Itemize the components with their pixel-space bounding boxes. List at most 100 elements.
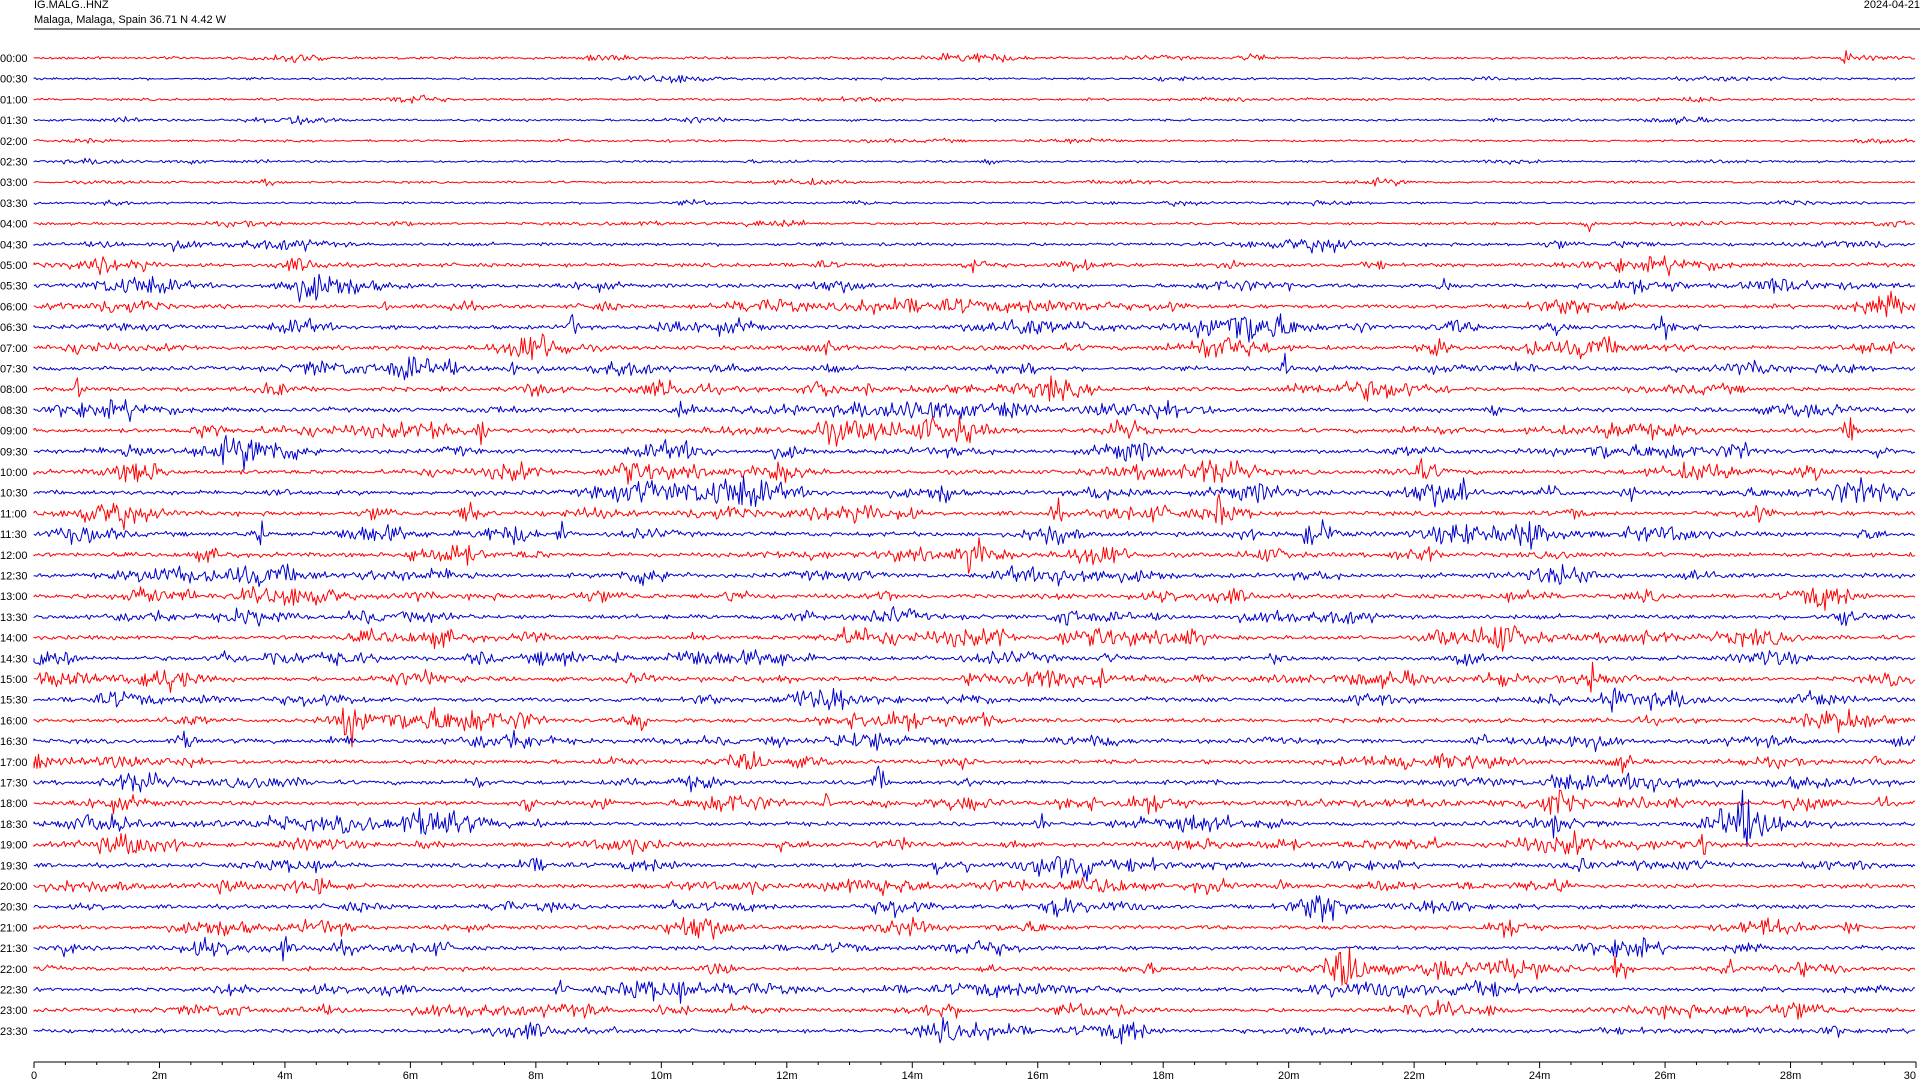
- trace-line: [33, 999, 1916, 1020]
- row-label: 13:00: [0, 591, 28, 603]
- trace-line: [33, 1016, 1916, 1045]
- x-tick-label: 28m: [1780, 1070, 1801, 1080]
- row-label: 05:00: [0, 260, 28, 272]
- trace-rows: 00:00 00:30 01:00 01:30 02:00 02:30 03:00 03:30…: [0, 50, 1916, 1045]
- trace-line: [33, 50, 1916, 64]
- trace-line: [33, 537, 1916, 574]
- row-label: 04:30: [0, 239, 28, 251]
- x-tick-label: 10m: [651, 1070, 672, 1080]
- row-label: 04:00: [0, 219, 28, 231]
- row-label: 15:30: [0, 695, 28, 707]
- trace-line: [33, 877, 1916, 896]
- row-label: 02:30: [0, 157, 28, 169]
- row-label: 06:00: [0, 301, 28, 313]
- trace-line: [33, 729, 1916, 753]
- trace-line: [33, 751, 1916, 774]
- trace-line: [33, 399, 1916, 423]
- x-tick-label: 4m: [277, 1070, 292, 1080]
- row-label: 23:30: [0, 1026, 28, 1038]
- row-label: 21:30: [0, 943, 28, 955]
- row-label: 00:30: [0, 74, 28, 86]
- row-label: 12:30: [0, 571, 28, 583]
- row-label: 17:00: [0, 757, 28, 769]
- row-label: 18:30: [0, 819, 28, 831]
- trace-line: [33, 177, 1916, 187]
- row-label: 16:00: [0, 715, 28, 727]
- trace-line: [33, 313, 1915, 343]
- row-label: 05:30: [0, 281, 28, 293]
- x-tick-label: 18m: [1152, 1070, 1173, 1080]
- row-label: 00:00: [0, 53, 28, 65]
- trace-line: [33, 219, 1916, 233]
- trace-line: [33, 137, 1916, 144]
- row-label: 14:00: [0, 633, 28, 645]
- x-tick-label: 6m: [403, 1070, 418, 1080]
- x-tick-label: 26m: [1654, 1070, 1675, 1080]
- trace-line: [33, 416, 1916, 447]
- row-label: 12:00: [0, 550, 28, 562]
- row-label: 09:30: [0, 446, 28, 458]
- trace-line: [33, 333, 1916, 361]
- row-label: 20:00: [0, 881, 28, 893]
- trace-line: [33, 936, 1916, 962]
- row-label: 11:30: [0, 529, 27, 541]
- row-label: 17:30: [0, 778, 28, 790]
- trace-line: [33, 75, 1916, 84]
- trace-line: [33, 352, 1916, 381]
- row-label: 23:00: [0, 1005, 28, 1017]
- x-axis: 0 2m 4m 6m 8m 10m 12m 14m 16m 18m 20m 22m 24m 26m 28m 3…: [31, 1061, 1917, 1080]
- row-label: 18:00: [0, 798, 28, 810]
- trace-line: [33, 585, 1916, 611]
- x-tick-label: 8m: [528, 1070, 543, 1080]
- row-label: 06:30: [0, 322, 28, 334]
- trace-line: [33, 979, 1916, 1004]
- trace-line: [33, 649, 1916, 667]
- trace-line: [33, 765, 1916, 793]
- trace-line: [33, 458, 1916, 485]
- row-label: 20:30: [0, 902, 28, 914]
- row-label: 07:00: [0, 343, 28, 355]
- trace-line: [33, 198, 1916, 207]
- trace-line: [33, 830, 1916, 855]
- station-location: Malaga, Malaga, Spain 36.71 N 4.42 W: [34, 14, 227, 26]
- row-label: 19:30: [0, 860, 28, 872]
- row-label: 10:00: [0, 467, 28, 479]
- trace-line: [33, 493, 1916, 531]
- trace-line: [33, 290, 1916, 318]
- record-date: 2024-04-21: [1863, 0, 1920, 11]
- row-label: 21:00: [0, 922, 28, 934]
- trace-line: [33, 687, 1916, 713]
- trace-line: [33, 273, 1916, 303]
- row-label: 07:30: [0, 364, 28, 376]
- trace-line: [33, 157, 1916, 166]
- row-label: 01:30: [0, 115, 28, 127]
- x-tick-label: 24m: [1529, 1070, 1550, 1080]
- x-tick-label: 20m: [1278, 1070, 1299, 1080]
- x-tick-label: 22m: [1403, 1070, 1424, 1080]
- trace-line: [33, 856, 1916, 882]
- trace-line: [33, 115, 1916, 126]
- x-tick-label: 12m: [776, 1070, 797, 1080]
- x-tick-label: 0: [31, 1070, 37, 1080]
- row-label: 10:30: [0, 488, 28, 500]
- x-tick-label: 2m: [152, 1070, 167, 1080]
- row-label: 08:00: [0, 384, 28, 396]
- trace-line: [33, 789, 1916, 847]
- row-label: 15:00: [0, 674, 28, 686]
- trace-line: [33, 916, 1916, 940]
- trace-line: [33, 434, 1916, 471]
- row-label: 13:30: [0, 612, 28, 624]
- row-label: 02:00: [0, 136, 28, 148]
- x-tick-label: 30: [1904, 1070, 1916, 1080]
- row-label: 11:00: [0, 508, 27, 520]
- trace-line: [33, 476, 1916, 508]
- trace-line: [33, 94, 1916, 104]
- row-label: 09:00: [0, 426, 28, 438]
- trace-line: [33, 625, 1916, 652]
- row-label: 03:30: [0, 198, 28, 210]
- trace-line: [33, 238, 1916, 254]
- row-label: 19:00: [0, 840, 28, 852]
- trace-line: [33, 375, 1916, 402]
- trace-line: [33, 255, 1916, 277]
